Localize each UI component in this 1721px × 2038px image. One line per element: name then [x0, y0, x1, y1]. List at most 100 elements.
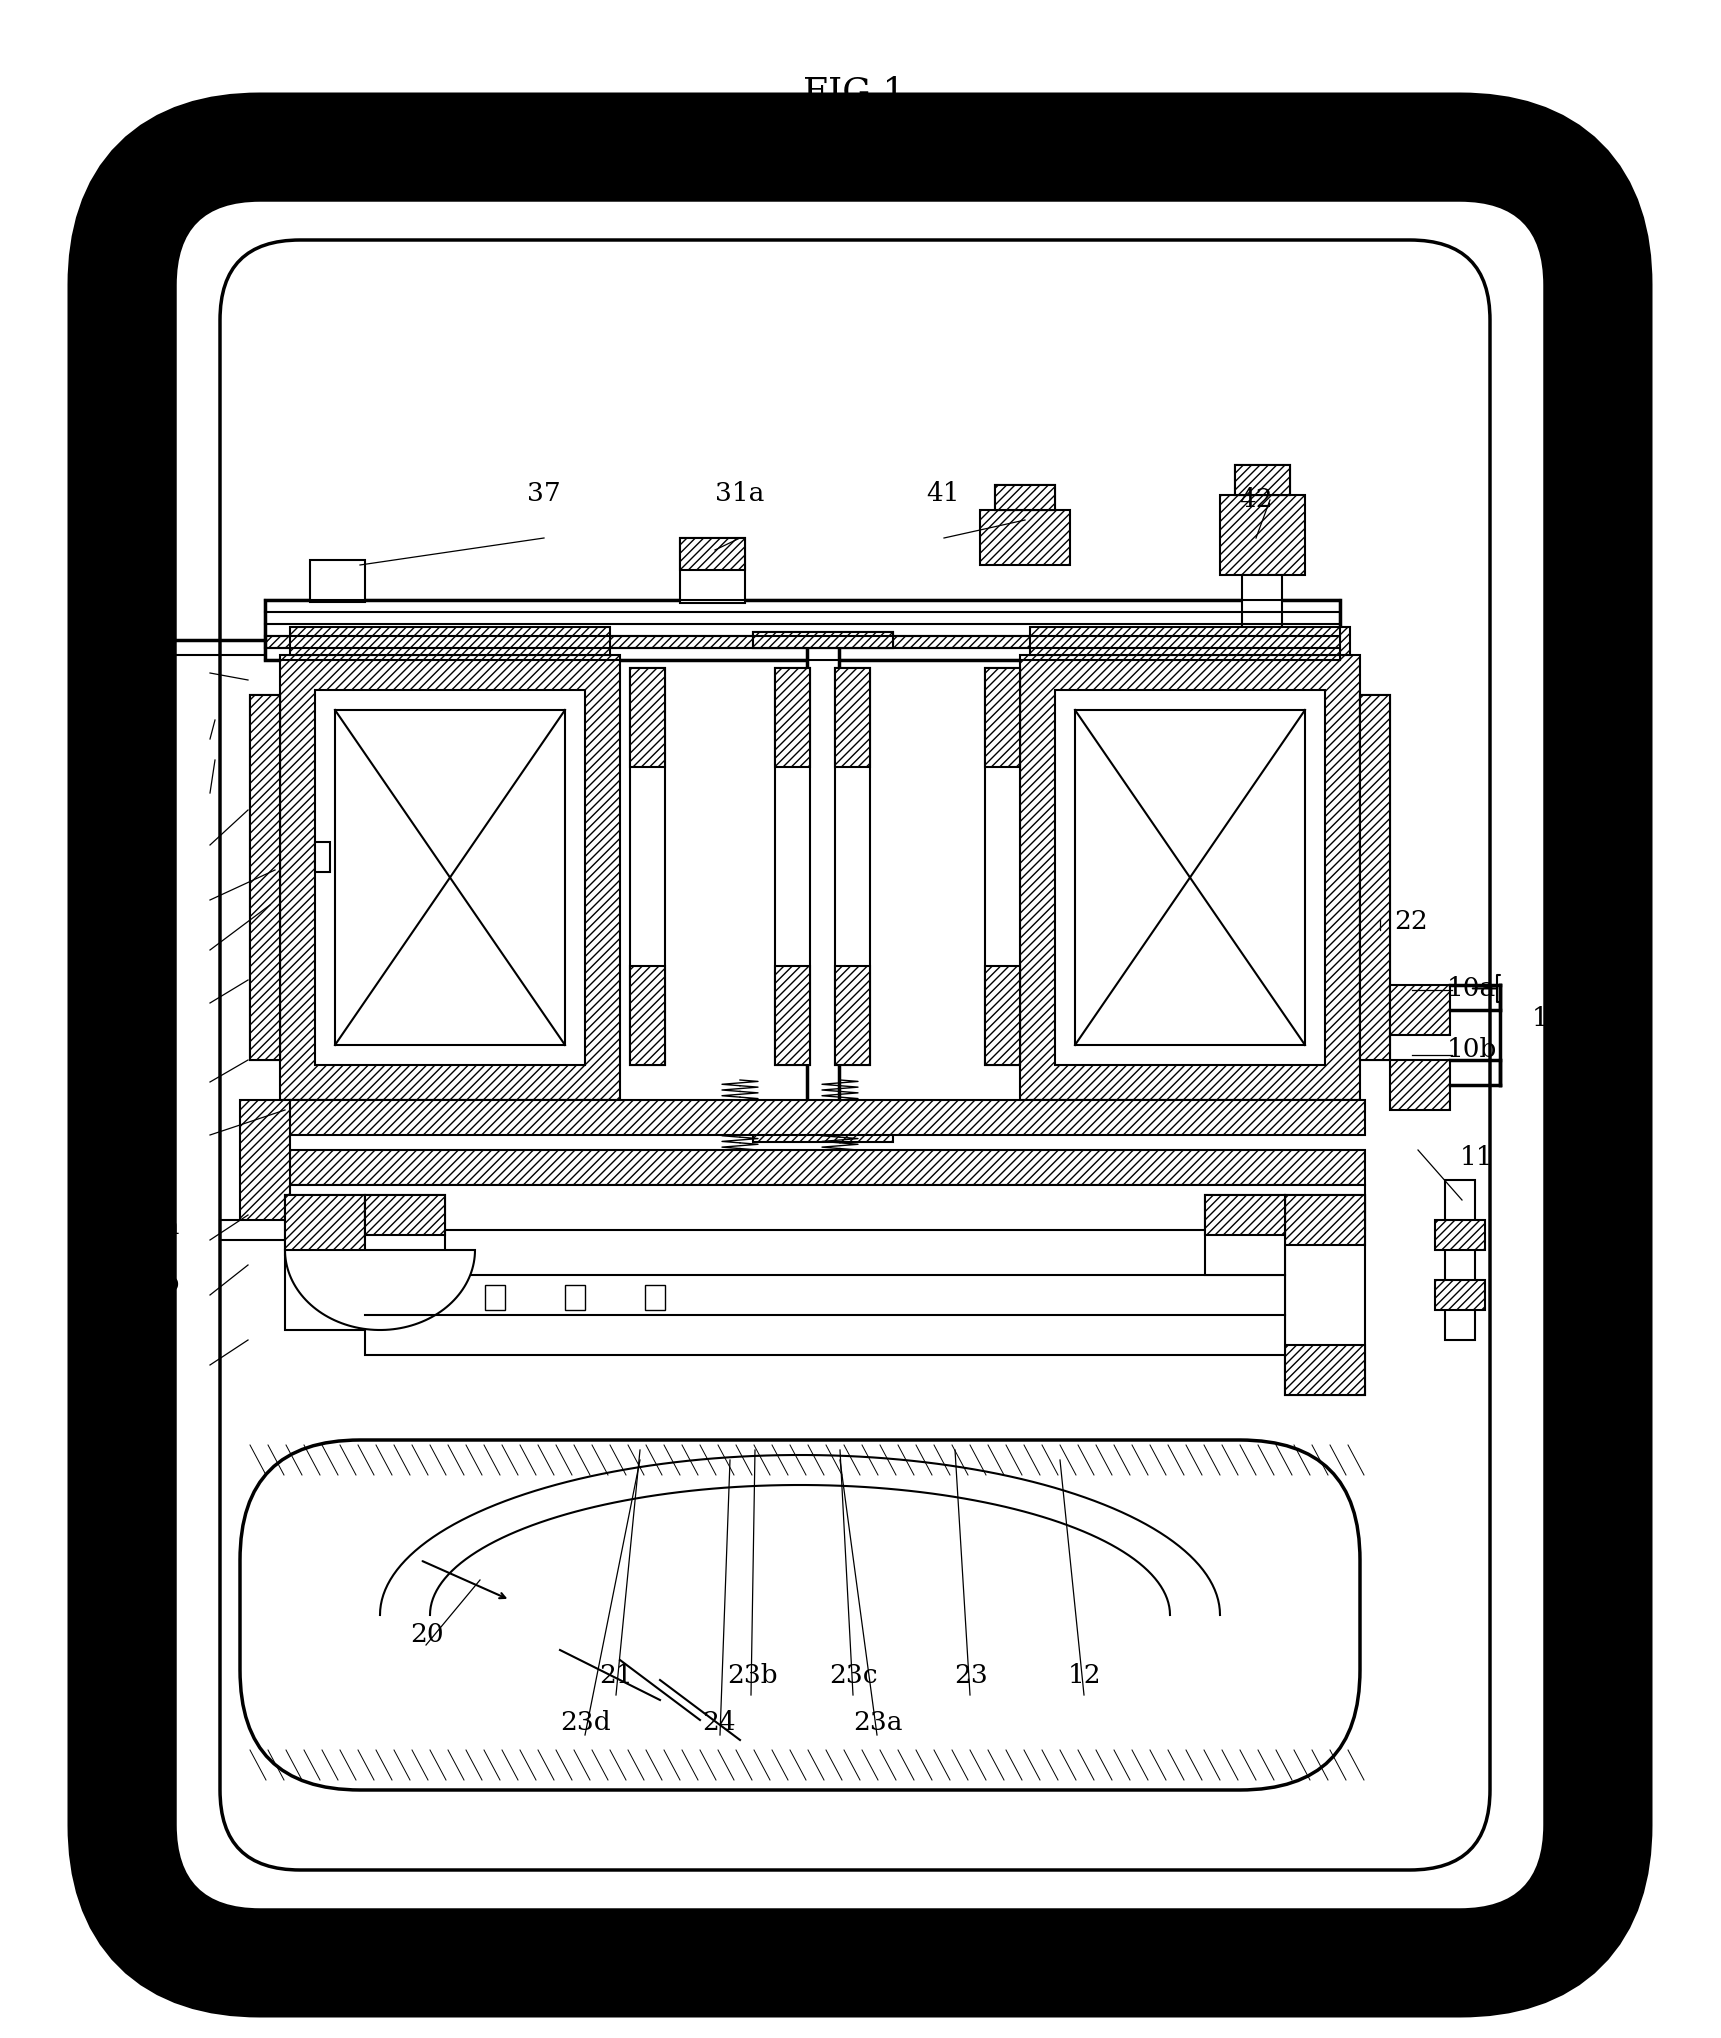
Bar [1205, 1194, 1286, 1276]
Text: 33: 33 [138, 1133, 172, 1158]
Text: 23b: 23b [726, 1663, 778, 1687]
Text: 31: 31 [138, 832, 172, 856]
Bar [1029, 628, 1349, 654]
Bar [984, 668, 1021, 766]
Text: 10: 10 [1532, 1007, 1564, 1031]
Text: 23c: 23c [830, 1663, 878, 1687]
Bar [835, 668, 871, 1066]
Bar [336, 709, 564, 1045]
Text: 37: 37 [527, 481, 561, 505]
Bar [564, 1286, 585, 1310]
Bar [265, 636, 1341, 648]
Bar [984, 966, 1021, 1066]
Bar [1435, 1221, 1485, 1249]
Bar [286, 1149, 1365, 1184]
Text: 21: 21 [599, 1663, 633, 1687]
Bar [286, 1184, 1365, 1231]
Text: 31a: 31a [716, 481, 764, 505]
Bar [291, 1101, 609, 1127]
Bar [1076, 709, 1305, 1045]
Bar [1243, 575, 1282, 636]
Bar [645, 1286, 664, 1310]
Bar [1446, 1180, 1475, 1341]
Bar [1029, 1101, 1349, 1127]
Text: 12: 12 [1067, 1663, 1101, 1687]
Text: 10a: 10a [1447, 976, 1496, 1001]
Text: 35: 35 [138, 950, 172, 974]
Bar [1360, 695, 1391, 1060]
Bar [754, 632, 893, 648]
Bar [1391, 984, 1451, 1035]
Bar [485, 1286, 504, 1310]
Bar [1055, 691, 1325, 1066]
Bar [315, 842, 330, 872]
Bar [220, 1221, 291, 1239]
Bar [984, 668, 1021, 1066]
Bar [754, 632, 893, 648]
Bar [995, 485, 1055, 510]
Bar [1205, 1194, 1286, 1235]
Bar [1286, 1194, 1365, 1394]
Bar [315, 691, 585, 1066]
Text: FIG 1.: FIG 1. [804, 75, 917, 108]
Bar [835, 966, 871, 1066]
Text: 24: 24 [702, 1710, 737, 1734]
Text: 23d: 23d [559, 1710, 611, 1734]
Bar [1286, 1345, 1365, 1394]
Bar [630, 668, 664, 766]
Text: 32: 32 [138, 1007, 172, 1031]
Bar [995, 485, 1055, 510]
Bar [1236, 465, 1291, 495]
Text: 42: 42 [1239, 487, 1274, 512]
FancyBboxPatch shape [176, 200, 1545, 1910]
Bar [1360, 695, 1391, 1060]
FancyBboxPatch shape [131, 155, 1590, 1954]
Bar [979, 510, 1070, 565]
Bar [1236, 465, 1291, 495]
Bar [281, 654, 620, 1101]
Bar [754, 1123, 893, 1141]
Text: 34: 34 [138, 1072, 172, 1096]
Bar [630, 668, 664, 1066]
Text: 11: 11 [1459, 1145, 1494, 1170]
Bar [365, 1194, 446, 1235]
Text: 23: 23 [953, 1663, 988, 1687]
Bar [1286, 1194, 1365, 1245]
Bar [286, 1194, 365, 1331]
Text: 41: 41 [926, 481, 960, 505]
Bar [250, 695, 281, 1060]
Text: 36: 36 [138, 779, 172, 803]
Text: 21b: 21b [129, 1272, 181, 1296]
Text: 10b: 10b [1446, 1037, 1497, 1062]
Text: 25: 25 [138, 1337, 172, 1361]
Text: 13: 13 [138, 660, 172, 685]
Text: 21a: 21a [131, 1215, 179, 1239]
Bar [310, 560, 365, 601]
Bar [1391, 1060, 1451, 1111]
Polygon shape [286, 1249, 475, 1331]
Bar [250, 695, 281, 1060]
Text: 23a: 23a [854, 1710, 902, 1734]
Bar [774, 668, 811, 1066]
Bar [1220, 495, 1305, 575]
Bar [365, 1194, 446, 1276]
Text: 30: 30 [138, 889, 172, 913]
Bar [835, 668, 871, 766]
Bar [807, 640, 840, 1129]
Text: 22: 22 [1394, 909, 1428, 933]
Bar [286, 1194, 365, 1255]
Bar [265, 599, 1341, 660]
Bar [239, 1101, 291, 1231]
Text: 38: 38 [138, 726, 172, 750]
Bar [630, 966, 664, 1066]
Bar [774, 966, 811, 1066]
Bar [365, 1276, 1286, 1355]
Bar [1435, 1280, 1485, 1310]
FancyBboxPatch shape [239, 1441, 1360, 1789]
Text: 20: 20 [410, 1622, 444, 1647]
Bar [680, 538, 745, 571]
Bar [286, 1101, 1365, 1135]
Bar [291, 628, 609, 654]
Bar [774, 668, 811, 766]
Bar [1021, 654, 1360, 1101]
